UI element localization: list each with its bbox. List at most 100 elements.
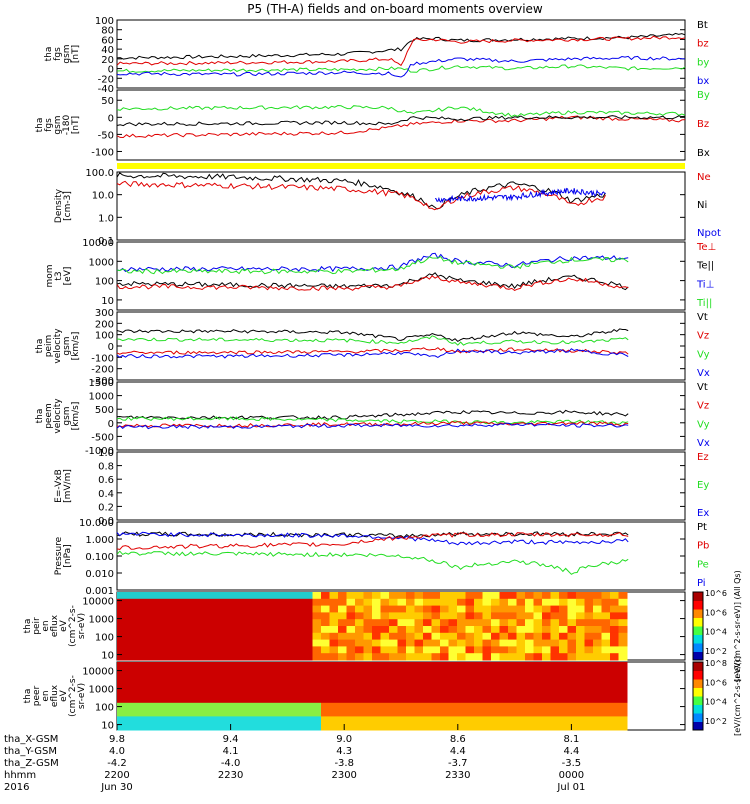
spectrogram-cell bbox=[482, 626, 492, 634]
spectrogram-cell bbox=[117, 653, 126, 661]
spectrogram-cell bbox=[499, 653, 509, 661]
spectrogram-cell bbox=[151, 723, 160, 731]
spectrogram-cell bbox=[533, 696, 543, 704]
spectrogram-cell bbox=[610, 619, 619, 627]
spectrogram-cell bbox=[542, 662, 551, 670]
spectrogram-cell bbox=[491, 612, 500, 620]
spectrogram-cell bbox=[397, 716, 407, 724]
spectrogram-cell bbox=[542, 605, 551, 613]
spectrogram-cell bbox=[244, 709, 254, 717]
spectrogram-cell bbox=[295, 716, 305, 724]
spectrogram-cell bbox=[499, 675, 509, 683]
spectrogram-cell bbox=[142, 709, 152, 717]
spectrogram-cell bbox=[372, 605, 381, 613]
y-axis-label: peer bbox=[32, 685, 42, 706]
spectrogram-cell bbox=[329, 668, 339, 677]
spectrogram-cell bbox=[304, 592, 313, 600]
spectrogram-cell bbox=[278, 702, 288, 711]
spectrogram-cell bbox=[227, 612, 237, 620]
spectrogram-cell bbox=[440, 612, 449, 620]
spectrogram-cell bbox=[321, 612, 330, 620]
spectrogram-cell bbox=[312, 646, 322, 654]
y-axis-label: [km/s] bbox=[71, 332, 81, 361]
colorbar-segment bbox=[693, 662, 703, 671]
spectrogram-cell bbox=[550, 723, 560, 731]
colorbar-tick-label: 10^4 bbox=[705, 698, 727, 707]
spectrogram-cell bbox=[576, 709, 585, 717]
spectrogram-cell bbox=[550, 639, 560, 647]
spectrogram-cell bbox=[338, 619, 347, 627]
spectrogram-cell bbox=[474, 716, 483, 724]
spectrogram-cell bbox=[338, 662, 347, 670]
spectrogram-cell bbox=[202, 675, 211, 683]
spectrogram-cell bbox=[321, 639, 330, 647]
spectrogram-cell bbox=[440, 709, 449, 717]
spectrogram-cell bbox=[159, 702, 169, 711]
spectrogram-cell bbox=[559, 662, 568, 670]
spectrogram-cell bbox=[176, 702, 186, 711]
spectrogram-cell bbox=[448, 675, 458, 683]
spectrogram-cell bbox=[542, 716, 551, 724]
spectrogram-cell bbox=[414, 696, 424, 704]
spectrogram-cell bbox=[601, 723, 611, 731]
x-tick-label: Jul 01 bbox=[556, 782, 585, 793]
spectrogram-cell bbox=[465, 592, 475, 600]
spectrogram-cell bbox=[610, 632, 619, 641]
spectrogram-cell bbox=[618, 639, 628, 647]
spectrogram-cell bbox=[533, 709, 543, 717]
y-axis-label: gsm bbox=[53, 115, 63, 134]
spectrogram-cell bbox=[516, 682, 526, 690]
spectrogram-cell bbox=[516, 662, 526, 670]
spectrogram-cell bbox=[601, 662, 611, 670]
spectrogram-cell bbox=[610, 662, 619, 670]
spectrogram-cell bbox=[542, 675, 551, 683]
spectrogram-cell bbox=[159, 626, 169, 634]
spectrogram-cell bbox=[151, 646, 160, 654]
spectrogram-cell bbox=[176, 682, 186, 690]
spectrogram-cell bbox=[125, 612, 135, 620]
spectrogram-cell bbox=[236, 646, 245, 654]
legend-entry: Ex bbox=[697, 508, 709, 519]
spectrogram-cell bbox=[159, 653, 169, 661]
spectrogram-cell bbox=[363, 619, 373, 627]
spectrogram-cell bbox=[525, 696, 534, 704]
spectrogram-cell bbox=[193, 709, 203, 717]
spectrogram-cell bbox=[176, 626, 186, 634]
spectrogram-cell bbox=[134, 668, 143, 677]
spectrogram-cell bbox=[227, 619, 237, 627]
y-axis-label: eV bbox=[59, 689, 69, 702]
spectrogram-cell bbox=[389, 646, 398, 654]
spectrogram-cell bbox=[516, 598, 526, 607]
y-tick-label: 10000 bbox=[82, 667, 114, 678]
spectrogram-cell bbox=[618, 709, 628, 717]
spectrogram-cell bbox=[406, 709, 415, 717]
spectrogram-cell bbox=[448, 668, 458, 677]
spectrogram-cell bbox=[193, 632, 203, 641]
spectrogram-cell bbox=[584, 646, 594, 654]
x-tick-label: 2300 bbox=[331, 770, 356, 781]
spectrogram-cell bbox=[142, 689, 152, 697]
spectrogram-cell bbox=[134, 605, 143, 613]
spectrogram-cell bbox=[567, 653, 577, 661]
spectrogram-cell bbox=[406, 662, 415, 670]
spectrogram-cell bbox=[508, 605, 517, 613]
spectrogram-cell bbox=[389, 592, 398, 600]
spectrogram-cell bbox=[244, 598, 254, 607]
spectrogram-cell bbox=[448, 598, 458, 607]
spectrogram-cell bbox=[610, 723, 619, 731]
y-axis-label: peim bbox=[44, 335, 54, 358]
spectrogram-cell bbox=[474, 696, 483, 704]
spectrogram-cell bbox=[168, 639, 177, 647]
spectrogram-cell bbox=[448, 653, 458, 661]
spectrogram-cell bbox=[270, 626, 279, 634]
spectrogram-cell bbox=[210, 668, 220, 677]
spectrogram-cell bbox=[389, 619, 398, 627]
spectrogram-cell bbox=[491, 598, 500, 607]
spectrogram-cell bbox=[516, 653, 526, 661]
spectrogram-cell bbox=[423, 668, 432, 677]
spectrogram-cell bbox=[618, 626, 628, 634]
y-tick-label: 0.100 bbox=[85, 552, 114, 563]
spectrogram-cell bbox=[304, 682, 313, 690]
spectrogram-cell bbox=[584, 662, 594, 670]
spectrogram-cell bbox=[542, 682, 551, 690]
